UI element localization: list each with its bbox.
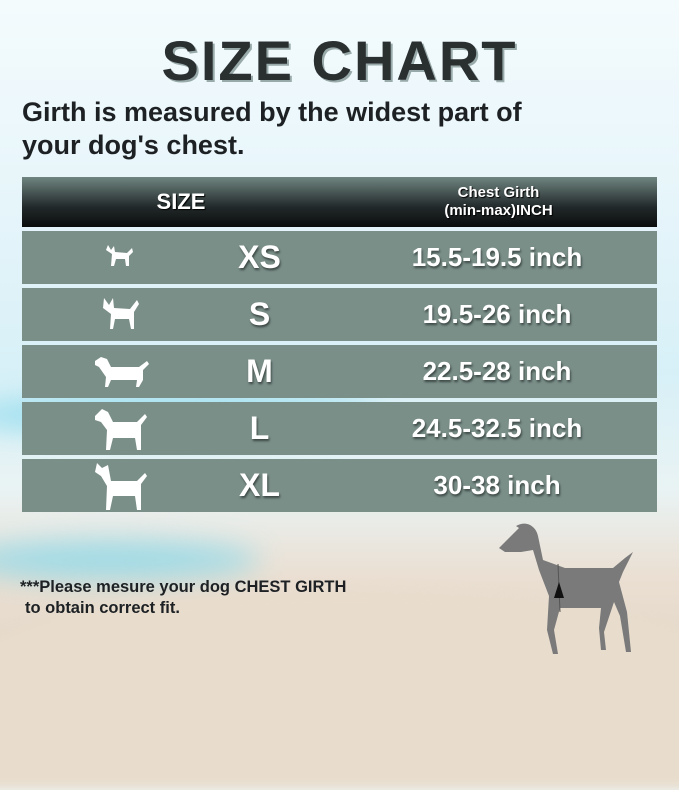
- note-line: ***Please mesure your dog CHEST GIRTH: [20, 578, 347, 596]
- size-label: S: [248, 296, 271, 332]
- medium-dog-icon: [22, 408, 222, 450]
- size-label: XS: [238, 239, 281, 275]
- small-dog-icon: [22, 296, 222, 334]
- table-row: XL 30-38 inch: [22, 459, 657, 512]
- header-girth-line: (min-max)INCH: [444, 202, 553, 219]
- table-row: L 24.5-32.5 inch: [22, 402, 657, 455]
- great-dane-icon: [22, 461, 222, 511]
- girth-value: 15.5-19.5 inch: [411, 242, 583, 272]
- size-label: L: [249, 410, 270, 446]
- chihuahua-icon: [22, 243, 222, 273]
- dachshund-icon: [22, 355, 222, 389]
- header-size: SIZE: [156, 189, 206, 214]
- girth-value: 22.5-28 inch: [422, 356, 572, 386]
- size-label: XL: [239, 467, 280, 503]
- girth-value: 30-38 inch: [433, 470, 561, 500]
- table-row: XS 15.5-19.5 inch: [22, 231, 657, 284]
- header-girth-line: Chest Girth: [457, 184, 540, 201]
- header-girth: Chest Girth (min-max)INCH: [340, 184, 657, 220]
- dog-measurement-illustration: [488, 520, 668, 675]
- intro-line: your dog's chest.: [22, 130, 245, 160]
- size-table: SIZE Chest Girth (min-max)INCH XS 15.5-1…: [22, 177, 657, 512]
- page-title: SIZE CHART: [161, 29, 518, 92]
- girth-value: 24.5-32.5 inch: [411, 413, 583, 443]
- note-line: to obtain correct fit.: [25, 599, 180, 617]
- intro-line: Girth is measured by the widest part of: [22, 97, 522, 127]
- size-label: M: [246, 353, 273, 389]
- measure-note: ***Please mesure your dog CHEST GIRTH to…: [20, 577, 346, 619]
- table-row: S 19.5-26 inch: [22, 288, 657, 341]
- table-header: SIZE Chest Girth (min-max)INCH: [22, 177, 657, 227]
- girth-value: 19.5-26 inch: [422, 299, 572, 329]
- intro-text: Girth is measured by the widest part of …: [22, 96, 522, 162]
- table-row: M 22.5-28 inch: [22, 345, 657, 398]
